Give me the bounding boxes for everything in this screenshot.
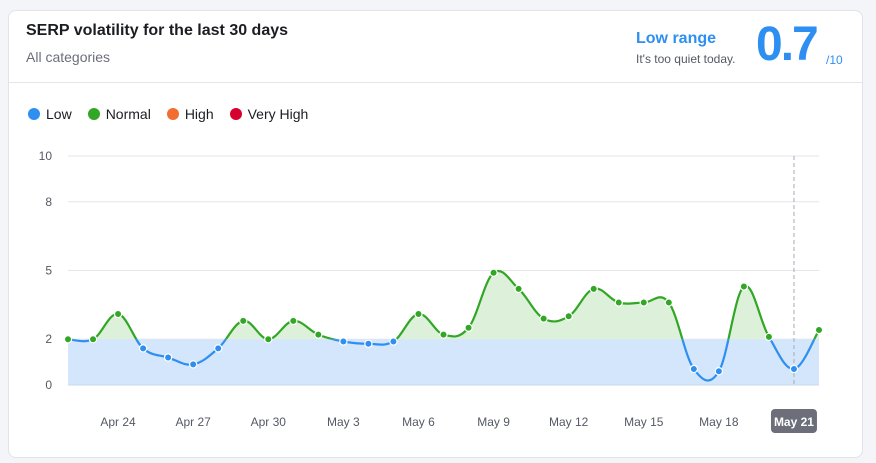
data-point (789, 364, 799, 374)
data-point (163, 353, 173, 362)
x-tick-label: May 15 (624, 415, 664, 429)
card-header: SERP volatility for the last 30 days All… (9, 11, 862, 83)
x-tick-label: May 6 (402, 415, 435, 429)
legend-dot-very-high (229, 108, 242, 120)
data-point (113, 309, 123, 319)
data-point (764, 332, 774, 342)
data-point (664, 298, 674, 307)
card-title: SERP volatility for the last 30 days (26, 22, 289, 39)
legend-label-normal: Normal (105, 106, 151, 122)
y-tick-label: 0 (45, 378, 52, 392)
legend-dot-normal (87, 108, 100, 120)
x-tick-label-selected: May 21 (774, 415, 814, 429)
data-point (339, 337, 348, 346)
data-point (689, 364, 699, 374)
range-label: Low range (636, 30, 717, 47)
score-max: /10 (826, 53, 843, 67)
data-point (814, 325, 824, 335)
data-point (88, 335, 98, 344)
legend-label-high: High (184, 106, 214, 122)
data-point (564, 312, 573, 321)
data-point (714, 367, 724, 376)
x-tick-label: May 12 (549, 415, 589, 429)
data-point (514, 284, 523, 294)
legend-item-normal[interactable]: Normal (87, 106, 151, 122)
legend-item-very-high[interactable]: Very High (229, 106, 309, 122)
data-point (289, 316, 298, 326)
data-point (389, 337, 398, 346)
data-point (213, 344, 223, 353)
low-area-fill (68, 339, 819, 385)
data-point (489, 268, 498, 277)
data-point (439, 330, 448, 339)
y-tick-label: 2 (45, 332, 52, 346)
chart-legend: Low Normal High Very High (28, 106, 308, 122)
x-tick-label: Apr 24 (100, 415, 136, 429)
x-tick-highlight-badge (770, 409, 817, 433)
volatility-score: 0.7 (756, 18, 819, 71)
data-point (264, 335, 273, 344)
category-filter-label: All categories (26, 49, 111, 65)
x-tick-label: Apr 27 (175, 415, 211, 429)
x-tick-label: May 18 (699, 415, 739, 429)
x-tick-label: May 3 (327, 415, 360, 429)
data-point (239, 316, 248, 326)
data-point (63, 335, 73, 344)
volatility-chart: 0 2 5 8 10 Apr 24 Apr 27 Apr 30 May 3 May 6 May 9 M… (39, 149, 824, 433)
normal-area-fill (68, 271, 819, 340)
legend-dot-low (28, 108, 40, 120)
data-point (314, 330, 323, 339)
legend-item-low[interactable]: Low (28, 106, 72, 122)
data-point (464, 323, 473, 332)
y-tick-label: 8 (45, 195, 52, 209)
x-tick-label: May 9 (477, 415, 510, 429)
legend-item-high[interactable]: High (166, 106, 214, 122)
x-tick-label: Apr 30 (251, 415, 287, 429)
range-note: It's too quiet today. (636, 52, 736, 66)
data-point (364, 339, 373, 348)
y-tick-label: 10 (39, 149, 53, 163)
legend-dot-high (166, 108, 179, 120)
data-point (589, 284, 598, 294)
data-point (539, 314, 548, 323)
y-tick-label: 5 (45, 264, 52, 278)
data-point (414, 309, 423, 319)
data-point (138, 344, 148, 353)
data-point (639, 298, 648, 307)
legend-label-low: Low (46, 106, 72, 122)
legend-label-very-high: Very High (247, 106, 309, 122)
data-point (188, 360, 198, 369)
serp-volatility-card: SERP volatility for the last 30 days All… (8, 10, 863, 458)
data-point (739, 282, 749, 291)
data-point (614, 298, 623, 307)
